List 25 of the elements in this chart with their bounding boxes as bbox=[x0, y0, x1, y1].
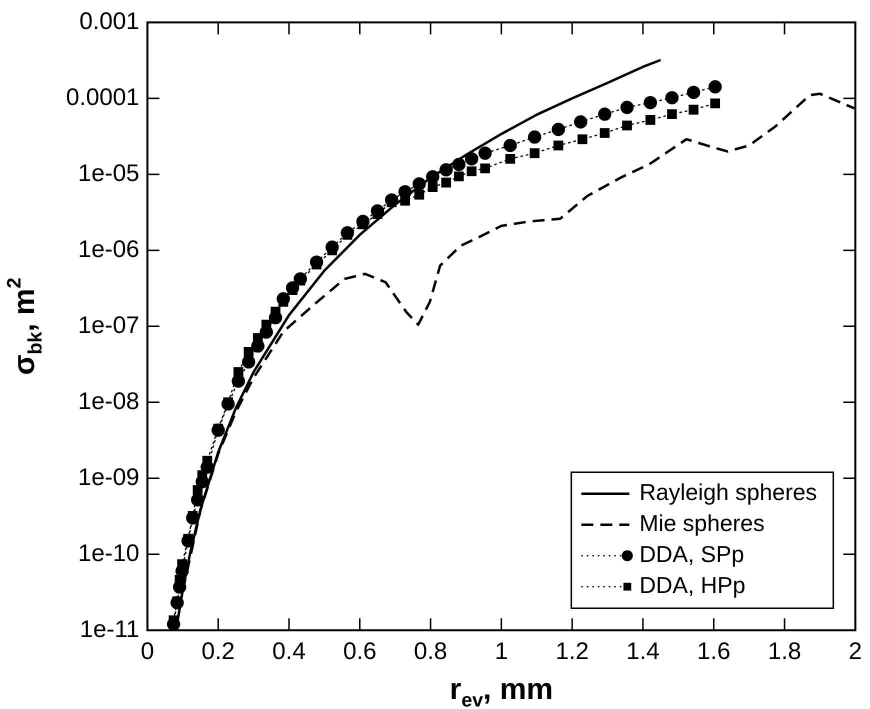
y-tick-label: 0.0001 bbox=[66, 84, 140, 111]
y-tick-label: 1e-10 bbox=[78, 540, 140, 567]
x-tick-label: 0.2 bbox=[202, 638, 235, 666]
y-tick-label: 1e-07 bbox=[78, 312, 140, 339]
x-tick-label: 1.8 bbox=[768, 638, 802, 666]
legend-label: DDA, HPp bbox=[639, 572, 746, 598]
y-axis-title: σbk, m2 bbox=[4, 277, 46, 376]
y-tick-label: 1e-08 bbox=[78, 388, 140, 415]
y-tick-label: 1e-09 bbox=[78, 464, 140, 491]
y-tick-label: 1e-06 bbox=[78, 236, 140, 263]
x-tick-label: 0.4 bbox=[272, 638, 306, 666]
x-tick-label: 0.6 bbox=[343, 638, 376, 666]
x-tick-label: 0 bbox=[140, 638, 154, 666]
y-tick-label: 1e-05 bbox=[78, 160, 140, 187]
x-tick-label: 0.8 bbox=[414, 638, 448, 666]
y-tick-label: 0.001 bbox=[79, 8, 140, 36]
legend-label: Mie spheres bbox=[639, 510, 765, 536]
x-tick-label: 1 bbox=[494, 638, 508, 666]
x-tick-label: 2 bbox=[848, 638, 862, 666]
legend-label: DDA, SPp bbox=[639, 541, 744, 568]
x-tick-label: 1.2 bbox=[555, 638, 589, 666]
y-tick-label: 1e-11 bbox=[80, 616, 140, 643]
x-tick-label: 1.6 bbox=[697, 638, 730, 666]
legend-label: Rayleigh spheres bbox=[639, 479, 818, 506]
x-tick-label: 1.4 bbox=[626, 638, 660, 666]
